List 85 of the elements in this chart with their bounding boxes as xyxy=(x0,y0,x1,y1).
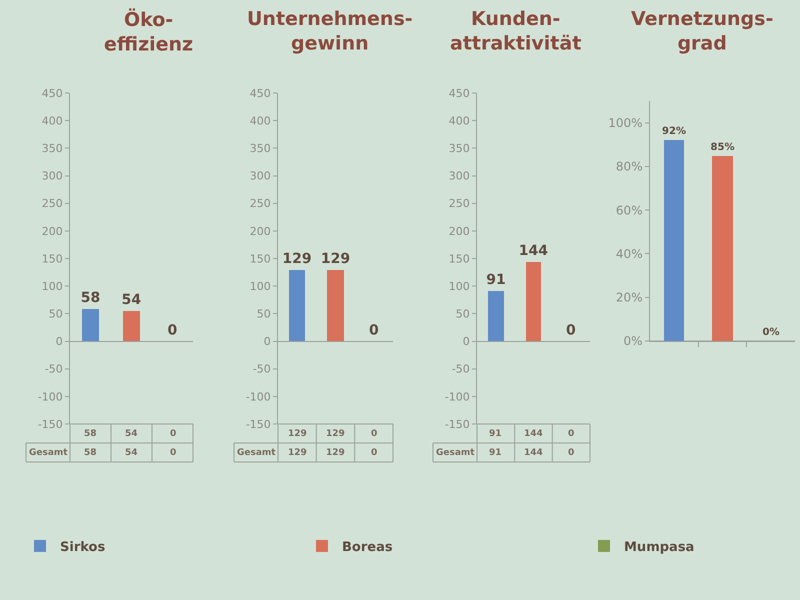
data-label: 54 xyxy=(122,292,142,308)
y-tick-label: 50 xyxy=(48,308,63,321)
y-tick-label: 200 xyxy=(42,224,63,238)
y-tick-label: -100 xyxy=(444,390,470,404)
y-tick-label: 400 xyxy=(250,114,271,128)
y-tick-label: 100% xyxy=(608,116,643,130)
data-label: 58 xyxy=(80,290,100,306)
text: 0 xyxy=(371,429,378,439)
y-tick-label: 400 xyxy=(448,114,470,128)
text: 129 xyxy=(326,448,345,458)
y-tick-label: 350 xyxy=(42,142,63,156)
data-label: 129 xyxy=(282,251,312,267)
y-tick-label: 0 xyxy=(264,335,271,348)
y-tick-label: -50 xyxy=(44,362,63,376)
y-tick-label: 150 xyxy=(42,252,63,266)
data-label: 0 xyxy=(369,322,379,338)
y-tick-label: 200 xyxy=(448,224,470,238)
text: 0 xyxy=(568,429,574,439)
y-tick-label: 150 xyxy=(250,252,271,266)
data-label: 92% xyxy=(662,126,686,137)
y-tick-label: 20% xyxy=(616,290,643,305)
y-tick-label: 300 xyxy=(448,170,470,183)
text: 54 xyxy=(125,429,138,439)
y-tick-label: 350 xyxy=(448,142,470,156)
text: 54 xyxy=(125,448,138,458)
y-tick-label: -100 xyxy=(246,390,271,404)
data-label: 0 xyxy=(168,322,178,338)
text: 129 xyxy=(288,429,307,439)
text: 58 xyxy=(84,448,97,458)
text: Gesamt xyxy=(436,448,476,458)
y-tick-label: -100 xyxy=(38,390,63,404)
y-tick-label: 400 xyxy=(42,114,63,128)
text: 91 xyxy=(489,429,502,439)
y-tick-label: 100 xyxy=(448,280,470,293)
text: 0 xyxy=(371,448,378,458)
data-label: 0% xyxy=(762,327,780,338)
legend-label: Sirkos xyxy=(60,540,106,556)
data-label: 144 xyxy=(518,243,548,259)
chart-title: Vernetzungs- grad xyxy=(631,8,774,55)
data-label: 85% xyxy=(710,142,734,153)
text: 144 xyxy=(524,448,543,458)
y-tick-label: 250 xyxy=(448,197,470,210)
y-tick-label: 450 xyxy=(250,86,271,100)
y-tick-label: 0 xyxy=(462,335,470,348)
text: Gesamt xyxy=(29,448,68,458)
y-tick-label: 450 xyxy=(448,86,470,100)
y-tick-label: 300 xyxy=(42,170,63,183)
text: 58 xyxy=(84,429,97,439)
y-tick-label: 50 xyxy=(456,308,470,321)
y-tick-label: -50 xyxy=(452,362,470,376)
y-tick-label: 100 xyxy=(42,280,63,293)
data-label: 0 xyxy=(566,322,576,338)
y-tick-label: 50 xyxy=(256,308,271,321)
text: 144 xyxy=(524,429,543,439)
y-tick-label: -50 xyxy=(252,362,271,376)
y-tick-label: -150 xyxy=(444,418,470,431)
y-tick-label: 350 xyxy=(250,142,271,156)
y-tick-label: 250 xyxy=(250,197,271,210)
y-tick-label: 60% xyxy=(616,203,643,218)
y-tick-label: -150 xyxy=(38,418,63,431)
text: 129 xyxy=(288,448,307,458)
text: 91 xyxy=(489,448,502,458)
y-tick-label: 300 xyxy=(250,170,271,183)
text: 129 xyxy=(326,429,345,439)
text: 0 xyxy=(568,448,574,458)
y-tick-label: 100 xyxy=(250,280,271,293)
y-tick-label: 200 xyxy=(250,224,271,238)
y-tick-label: 0 xyxy=(56,335,63,348)
text: Gesamt xyxy=(237,448,276,458)
legend-label: Boreas xyxy=(342,540,393,556)
text: 0 xyxy=(170,448,176,458)
text: 0 xyxy=(170,429,176,439)
y-tick-label: -150 xyxy=(246,418,271,431)
chart-title: Unternehmens- gewinn xyxy=(247,8,413,55)
y-tick-label: 0% xyxy=(624,334,643,348)
chart-title: Kunden- attraktivität xyxy=(450,8,582,55)
y-tick-label: 250 xyxy=(42,197,63,210)
data-label: 129 xyxy=(320,251,350,267)
chart-title: Öko- effizienz xyxy=(104,8,194,56)
data-label: 91 xyxy=(486,272,506,288)
y-tick-label: 80% xyxy=(616,160,643,174)
legend-label: Mumpasa xyxy=(624,540,694,556)
y-tick-label: 40% xyxy=(616,246,643,261)
y-tick-label: 150 xyxy=(448,252,470,266)
y-tick-label: 450 xyxy=(42,86,63,100)
